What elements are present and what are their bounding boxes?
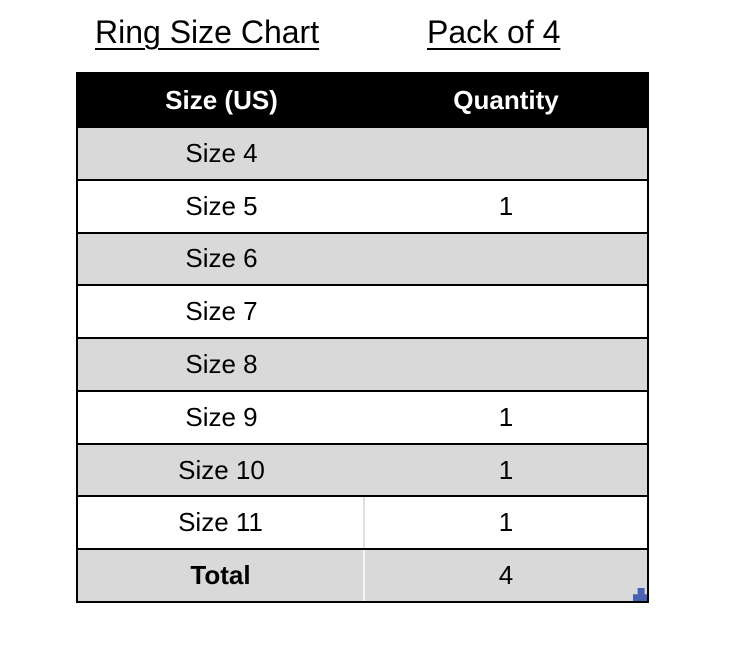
- total-label-cell: Total: [78, 550, 365, 602]
- chart-title: Ring Size Chart: [95, 14, 320, 50]
- size-cell: Size 7: [185, 296, 258, 327]
- size-cell: Size 4: [185, 137, 258, 168]
- table-row: Size 5 1: [78, 178, 647, 232]
- size-cell: Size 11: [78, 497, 365, 549]
- quantity-cell: [365, 339, 647, 390]
- size-cell: Size 9: [185, 401, 258, 432]
- quantity-cell: [365, 128, 647, 179]
- header-size: Size (US): [165, 84, 278, 115]
- header-quantity: Quantity: [453, 84, 559, 115]
- table-header-row: Size (US) Quantity: [78, 74, 647, 126]
- size-cell: Size 10: [178, 454, 265, 485]
- table-row: Size 6: [78, 231, 647, 285]
- table-row: Size 10 1: [78, 442, 647, 496]
- quantity-cell: 1: [498, 507, 514, 538]
- size-cell: Size 6: [185, 243, 258, 274]
- quantity-cell: 1: [498, 190, 514, 221]
- table-row: Size 11 1: [78, 495, 647, 549]
- ring-size-table: Size (US) Quantity Size 4 Size 5 1 Size …: [76, 72, 649, 603]
- table-row: Size 4: [78, 126, 647, 179]
- pack-title: Pack of 4: [427, 14, 561, 50]
- size-cell: Size 8: [185, 349, 258, 380]
- total-value-cell: 4: [498, 560, 514, 591]
- quantity-cell: [365, 286, 647, 337]
- table-row: Size 9 1: [78, 389, 647, 443]
- table-row: Size 8: [78, 337, 647, 390]
- quantity-cell: 1: [498, 401, 514, 432]
- size-cell: Size 5: [185, 190, 258, 221]
- quantity-cell: [365, 234, 647, 285]
- total-row: Total 4: [78, 548, 647, 602]
- table-row: Size 7: [78, 284, 647, 338]
- quantity-cell: 1: [498, 454, 514, 485]
